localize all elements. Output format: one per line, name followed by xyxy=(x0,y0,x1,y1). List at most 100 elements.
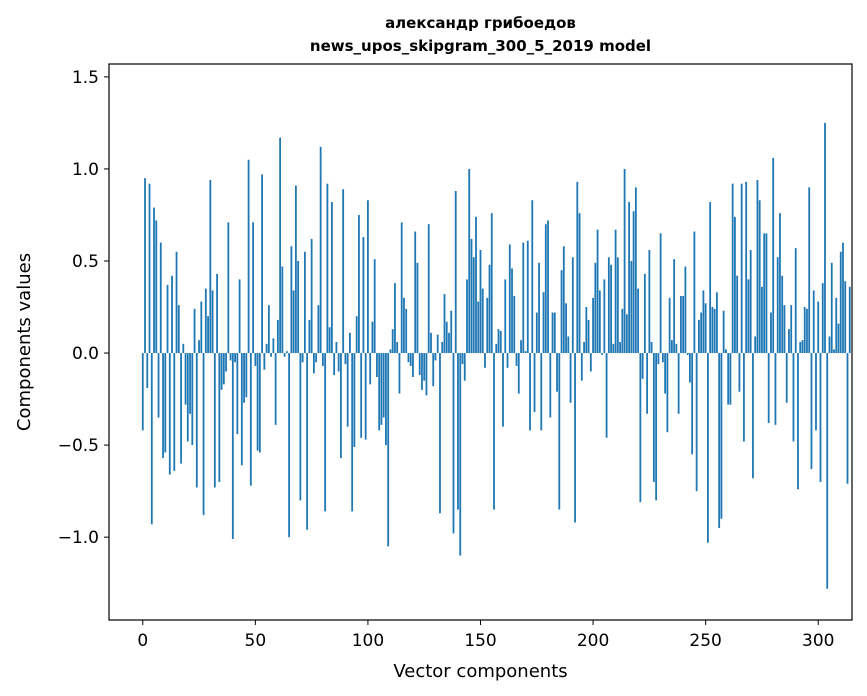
bar xyxy=(457,353,459,510)
bar xyxy=(677,353,680,414)
bar xyxy=(630,260,633,354)
bar xyxy=(367,200,369,354)
bar xyxy=(470,238,473,354)
bar xyxy=(272,338,275,354)
bar xyxy=(409,353,412,366)
bar xyxy=(734,216,736,354)
bar xyxy=(619,342,621,354)
bar xyxy=(675,343,678,354)
y-tick-label: 1.0 xyxy=(72,160,99,180)
bar xyxy=(511,268,513,354)
x-tick-label: 100 xyxy=(352,631,384,651)
bar xyxy=(175,251,178,354)
bar xyxy=(279,137,282,354)
bar xyxy=(423,353,426,381)
bar xyxy=(824,122,826,354)
bar xyxy=(770,312,772,354)
bar xyxy=(544,224,547,354)
bar xyxy=(400,222,403,354)
bar xyxy=(258,353,261,453)
bar xyxy=(416,262,419,354)
bar xyxy=(589,353,592,372)
bar xyxy=(601,353,603,355)
bar xyxy=(407,353,410,363)
bar xyxy=(481,288,484,354)
bar xyxy=(412,353,414,377)
bar xyxy=(493,353,495,510)
bar xyxy=(382,353,385,418)
bar xyxy=(817,301,820,354)
bar xyxy=(355,316,358,354)
bar xyxy=(522,242,525,354)
bar xyxy=(376,353,378,377)
bar xyxy=(243,353,245,403)
bar xyxy=(362,237,365,354)
bar xyxy=(155,220,158,354)
bar xyxy=(799,342,802,354)
x-tick-label: 0 xyxy=(137,631,148,651)
bar xyxy=(765,233,768,354)
x-tick-label: 50 xyxy=(245,631,267,651)
bar xyxy=(679,295,682,354)
bar xyxy=(267,305,270,354)
bar xyxy=(144,178,146,354)
bar xyxy=(646,353,649,414)
bar xyxy=(308,319,311,354)
bar xyxy=(218,353,221,482)
bar xyxy=(261,174,263,354)
bar xyxy=(394,283,396,354)
bar xyxy=(306,353,309,530)
bar xyxy=(610,264,612,354)
bar-series xyxy=(141,122,851,589)
bar xyxy=(695,353,698,492)
bar xyxy=(252,222,254,354)
bar xyxy=(702,290,705,354)
bar xyxy=(182,343,185,354)
bar xyxy=(301,353,304,363)
bar xyxy=(240,353,243,466)
y-axis-label: Components values xyxy=(14,253,35,431)
bar xyxy=(779,213,781,354)
x-tick-label: 150 xyxy=(464,631,496,651)
bar xyxy=(833,349,835,354)
bar xyxy=(666,353,669,433)
bar xyxy=(441,342,444,354)
bar xyxy=(285,351,288,354)
bar xyxy=(803,307,806,354)
bar xyxy=(745,181,748,354)
bar xyxy=(245,353,248,398)
bar xyxy=(776,257,779,354)
bar xyxy=(567,336,570,354)
bar xyxy=(844,281,847,354)
bar xyxy=(430,332,432,354)
bar xyxy=(587,319,590,354)
bar xyxy=(195,353,198,488)
chart-subtitle: news_upos_skipgram_300_5_2019 model xyxy=(310,37,651,55)
bar xyxy=(312,353,315,374)
bar xyxy=(594,262,597,354)
bar xyxy=(542,292,545,354)
bar xyxy=(783,305,786,354)
bar xyxy=(835,297,838,354)
bar xyxy=(837,323,840,354)
bar xyxy=(373,259,376,354)
bar xyxy=(263,353,266,370)
x-axis: 0 50 100 150 200 250 300 xyxy=(137,620,834,651)
bar xyxy=(211,290,214,354)
bar xyxy=(173,353,176,471)
y-tick-label: 0.5 xyxy=(72,252,99,272)
bar xyxy=(315,353,318,363)
bar xyxy=(607,257,610,354)
bar xyxy=(758,200,761,354)
bar xyxy=(585,307,588,354)
bar xyxy=(290,246,293,354)
bar xyxy=(713,308,716,354)
bar xyxy=(398,353,401,394)
bar xyxy=(157,353,160,418)
bar xyxy=(177,305,180,354)
y-tick-label: −1.0 xyxy=(58,528,99,548)
bar xyxy=(414,231,417,354)
bar xyxy=(580,353,583,381)
bar xyxy=(691,353,694,455)
bar xyxy=(711,307,714,354)
